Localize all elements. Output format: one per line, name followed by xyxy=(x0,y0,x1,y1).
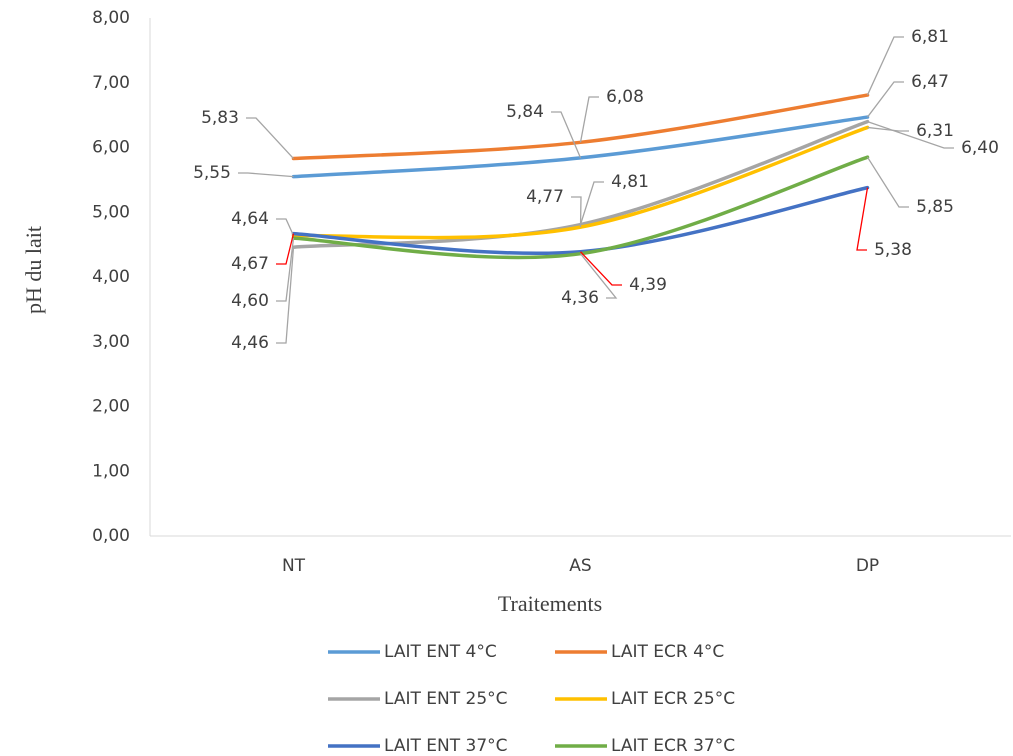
data-label: 4,46 xyxy=(231,333,269,353)
data-label: 4,67 xyxy=(231,254,269,274)
y-tick-label: 2,00 xyxy=(92,397,130,417)
data-label: 4,36 xyxy=(561,288,599,308)
x-axis-title: Traitements xyxy=(498,591,602,616)
data-label: 4,81 xyxy=(611,172,649,192)
data-label: 6,08 xyxy=(606,87,644,107)
legend-label: LAIT ECR 4°C xyxy=(611,642,724,662)
y-tick-label: 5,00 xyxy=(92,202,130,222)
x-tick-label: NT xyxy=(282,556,306,576)
y-tick-label: 6,00 xyxy=(92,138,130,158)
series-line xyxy=(291,93,870,161)
data-label: 6,81 xyxy=(911,27,949,47)
leader-line xyxy=(579,96,599,143)
y-axis-title: pH du lait xyxy=(21,226,46,314)
x-tick-label: DP xyxy=(856,556,879,576)
series-line xyxy=(291,125,870,240)
y-tick-label: 1,00 xyxy=(92,461,130,481)
leader-line xyxy=(238,172,294,178)
legend-label: LAIT ENT 4°C xyxy=(384,642,497,662)
data-label: 6,31 xyxy=(916,121,954,141)
data-label: 5,83 xyxy=(201,108,239,128)
leader-line xyxy=(571,196,582,228)
data-label: 6,40 xyxy=(961,138,999,158)
data-label: 5,55 xyxy=(193,163,231,183)
y-tick-label: 0,00 xyxy=(92,526,130,546)
y-tick-label: 3,00 xyxy=(92,332,130,352)
legend-label: LAIT ECR 25°C xyxy=(611,689,735,709)
leader-line xyxy=(276,233,295,265)
data-label: 5,38 xyxy=(874,240,912,260)
data-label: 4,64 xyxy=(231,209,269,229)
leader-line xyxy=(276,247,295,344)
data-label: 6,47 xyxy=(911,72,949,92)
data-label: 5,84 xyxy=(506,102,544,122)
y-tick-label: 7,00 xyxy=(92,73,130,93)
y-tick-label: 4,00 xyxy=(92,267,130,287)
leader-line xyxy=(856,187,869,251)
data-label: 5,85 xyxy=(916,197,954,217)
leader-line xyxy=(551,111,582,159)
leader-line xyxy=(866,81,904,118)
series-line xyxy=(291,185,870,256)
legend-label: LAIT ECR 37°C xyxy=(611,736,735,756)
leader-line xyxy=(866,36,904,96)
data-label: 4,77 xyxy=(526,187,564,207)
leader-line xyxy=(246,117,294,159)
leader-line xyxy=(867,126,909,132)
leader-line xyxy=(579,181,604,225)
y-tick-label: 8,00 xyxy=(92,8,130,28)
leader-line xyxy=(276,218,295,236)
legend-label: LAIT ENT 37°C xyxy=(384,736,508,756)
leader-line xyxy=(579,253,618,299)
leader-line xyxy=(866,156,909,208)
series-line xyxy=(291,115,870,179)
leader-line xyxy=(580,251,622,286)
x-tick-label: AS xyxy=(569,556,591,576)
legend-label: LAIT ENT 25°C xyxy=(384,689,508,709)
data-label: 4,60 xyxy=(231,291,269,311)
leader-line xyxy=(276,238,295,302)
data-label: 4,39 xyxy=(629,275,667,295)
